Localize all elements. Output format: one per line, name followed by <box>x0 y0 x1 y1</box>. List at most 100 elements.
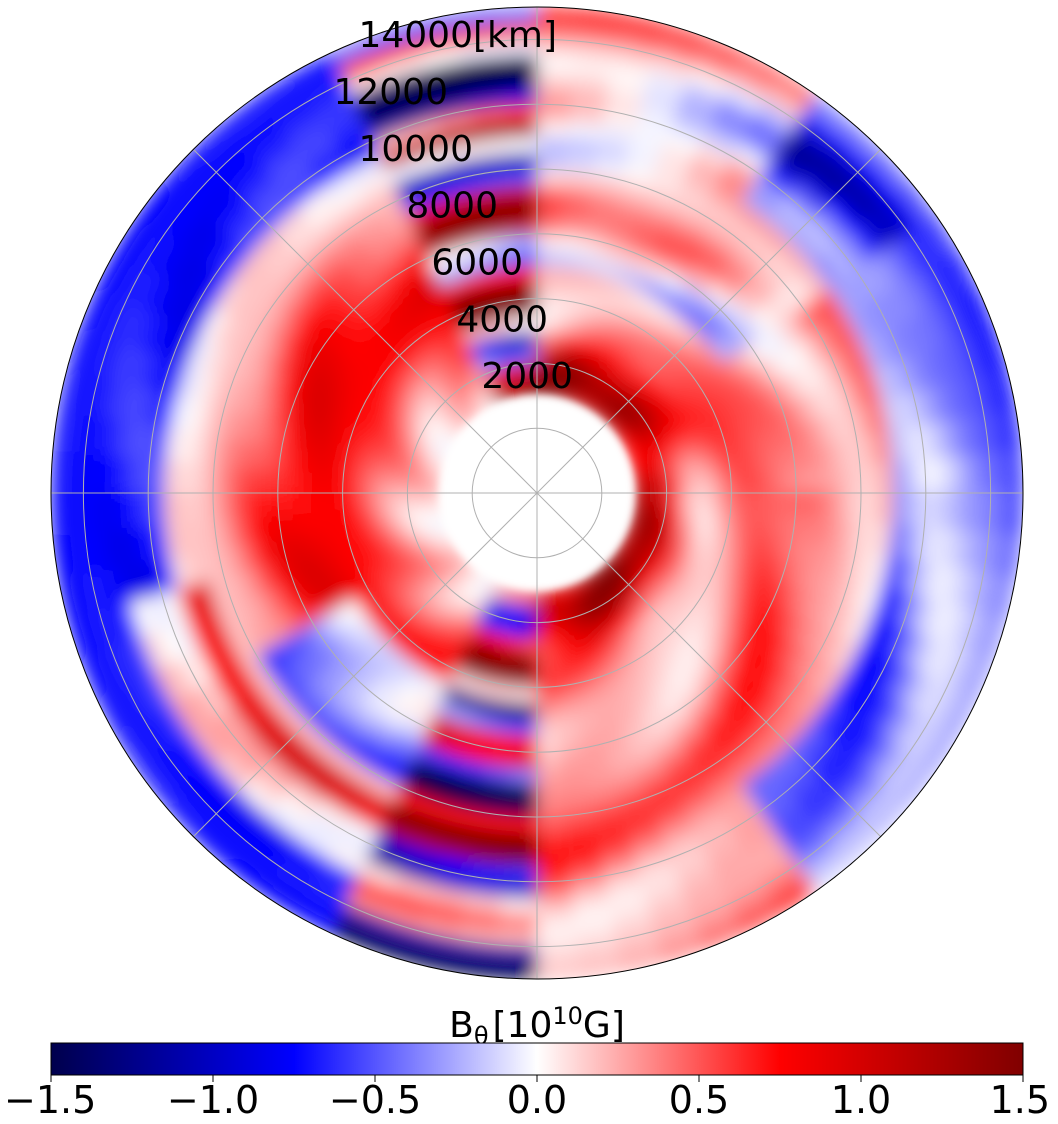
heatmap-cell <box>849 545 874 582</box>
heatmap-cell <box>535 346 550 364</box>
heatmap-cell <box>578 576 596 597</box>
heatmap-cell <box>677 516 698 536</box>
heatmap-cell <box>247 182 288 221</box>
heatmap-cell <box>169 328 200 370</box>
heatmap-cell <box>293 899 343 937</box>
heatmap-cell <box>374 759 410 789</box>
heatmap-cell <box>648 469 667 484</box>
heatmap-cell <box>665 478 684 493</box>
heatmap-cell <box>486 764 516 785</box>
heatmap-cell <box>414 812 453 839</box>
heatmap-cell <box>105 566 132 611</box>
heatmap-cell <box>956 488 976 532</box>
heatmap-cell <box>537 767 566 786</box>
heatmap-cell <box>786 226 823 264</box>
heatmap-cell <box>771 423 793 451</box>
heatmap-cell <box>251 722 288 760</box>
heatmap-cell <box>354 96 399 128</box>
heatmap-cell <box>116 528 139 571</box>
heatmap-cell <box>201 763 243 806</box>
heatmap-cell <box>458 923 504 946</box>
heatmap-cell <box>724 524 746 548</box>
heatmap-cell <box>379 213 414 243</box>
heatmap-cell <box>823 436 845 468</box>
heatmap-cell <box>611 547 632 567</box>
heatmap-cell <box>293 471 312 496</box>
heatmap-cell <box>211 194 251 236</box>
heatmap-cell <box>759 83 807 122</box>
heatmap-cell <box>653 799 692 829</box>
heatmap-cell <box>413 742 446 769</box>
heatmap-cell <box>916 344 945 389</box>
heatmap-cell <box>545 363 560 382</box>
heatmap-cell <box>742 229 779 264</box>
heatmap-cell <box>593 257 621 280</box>
heatmap-cell <box>443 548 464 568</box>
heatmap-cell <box>834 712 872 754</box>
colorbar-gradient <box>50 1042 1024 1076</box>
heatmap-cell <box>207 576 234 613</box>
heatmap-cell <box>558 731 585 752</box>
heatmap-cell <box>451 257 479 281</box>
heatmap-cell <box>769 800 812 839</box>
heatmap-cell <box>168 396 193 435</box>
heatmap-cell <box>147 493 167 532</box>
heatmap-cell <box>251 134 296 174</box>
heatmap-cell <box>560 332 580 353</box>
heatmap-cell <box>892 228 931 275</box>
heatmap-cell <box>123 265 159 313</box>
heatmap-cell <box>309 871 357 907</box>
heatmap-cell <box>859 489 878 523</box>
heatmap-cell <box>882 699 919 745</box>
heatmap-cell <box>410 557 432 579</box>
heatmap-cell <box>512 751 540 770</box>
heatmap-cell <box>646 511 666 527</box>
heatmap-cell <box>355 169 394 201</box>
heatmap-cell <box>309 493 328 516</box>
heatmap-cell <box>409 827 449 855</box>
heatmap-cell <box>494 716 520 736</box>
heatmap-cell <box>390 731 424 760</box>
heatmap-cell <box>537 589 549 608</box>
heatmap-cell <box>697 916 748 951</box>
heatmap-cell <box>935 415 958 458</box>
heatmap-cell <box>563 316 584 337</box>
heatmap-cell <box>112 343 142 389</box>
heatmap-cell <box>843 461 862 493</box>
heatmap-cell <box>204 813 250 857</box>
heatmap-cell <box>728 454 748 477</box>
heatmap-cell <box>480 370 499 391</box>
heatmap-cell <box>803 620 833 656</box>
heatmap-cell <box>492 250 518 271</box>
heatmap-cell <box>382 157 421 187</box>
heatmap-cell <box>903 521 926 561</box>
heatmap-cell <box>406 757 441 784</box>
heatmap-cell <box>500 684 523 704</box>
heatmap-cell <box>411 946 461 974</box>
heatmap-cell <box>382 745 417 774</box>
heatmap-cell <box>869 197 910 243</box>
radial-unit-label: [km] <box>473 15 557 56</box>
heatmap-cell <box>967 526 990 572</box>
heatmap-cell <box>534 281 556 300</box>
colorbar-label-unit-exp: 10 <box>552 1002 583 1030</box>
heatmap-cell <box>310 511 330 535</box>
heatmap-cell <box>257 877 307 917</box>
heatmap-cell <box>255 815 300 855</box>
heatmap-cell <box>919 418 942 460</box>
heatmap-cell <box>772 666 805 702</box>
heatmap-cell <box>488 316 509 337</box>
heatmap-cell <box>574 252 601 274</box>
heatmap-cell <box>650 156 688 185</box>
heatmap-cell <box>629 826 669 854</box>
heatmap-cell <box>537 702 560 721</box>
heatmap-cell <box>414 45 462 72</box>
heatmap-cell <box>456 561 476 582</box>
heatmap-cell <box>518 686 540 705</box>
heatmap-cell <box>712 457 732 478</box>
heatmap-cell <box>197 433 218 469</box>
heatmap-cell <box>826 569 852 605</box>
heatmap-cell <box>128 348 157 393</box>
heatmap-cell <box>720 211 757 245</box>
heatmap-cell <box>537 863 576 883</box>
